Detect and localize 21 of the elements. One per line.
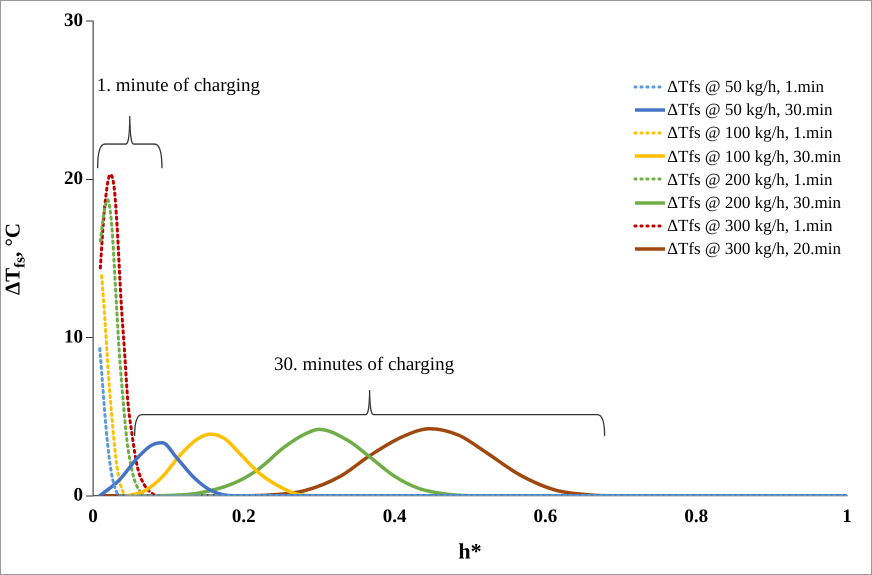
x-tick-label: 0 bbox=[88, 506, 98, 528]
legend-label: ΔTfs @ 200 kg/h, 30.min bbox=[667, 192, 841, 214]
x-tick-label: 0.2 bbox=[232, 506, 256, 528]
legend-label: ΔTfs @ 100 kg/h, 30.min bbox=[667, 146, 841, 168]
annotation: 30. minutes of charging bbox=[274, 354, 454, 376]
legend-label: ΔTfs @ 100 kg/h, 1.min bbox=[667, 122, 832, 144]
legend-label: ΔTfs @ 50 kg/h, 30.min bbox=[667, 99, 832, 122]
legend-label: ΔTfs @ 300 kg/h, 1.min bbox=[667, 215, 832, 238]
x-tick-label: 0.4 bbox=[382, 506, 407, 528]
legend-label: ΔTfs @ 50 kg/h, 1.min bbox=[667, 76, 824, 98]
legend-label: ΔTfs @ 300 kg/h, 20.min bbox=[667, 238, 841, 260]
y-tick-label: 30 bbox=[64, 10, 83, 31]
y-tick-label: 10 bbox=[64, 326, 83, 348]
x-tick-label: 0.6 bbox=[534, 506, 558, 528]
legend-label: ΔTfs @ 200 kg/h, 1.min bbox=[667, 168, 832, 191]
x-tick-label: 1 bbox=[842, 506, 852, 528]
annotation: 1. minute of charging bbox=[96, 75, 260, 98]
x-tick-label: 0.8 bbox=[684, 506, 708, 528]
x-axis-title: h* bbox=[458, 538, 482, 564]
y-tick-label: 20 bbox=[64, 168, 83, 190]
y-tick-label: 0 bbox=[74, 484, 83, 506]
